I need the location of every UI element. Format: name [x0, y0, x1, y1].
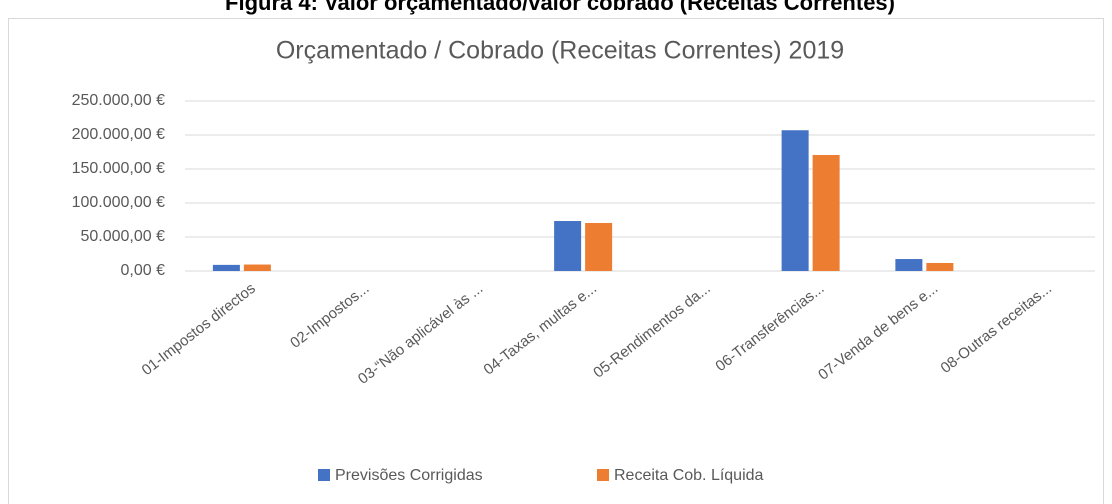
y-tick-label: 150.000,00 €	[72, 160, 166, 177]
chart-title: Orçamentado / Cobrado (Receitas Corrente…	[276, 37, 844, 65]
bar	[812, 154, 840, 271]
bar	[895, 259, 923, 271]
y-tick-label: 250.000,00 €	[72, 92, 166, 109]
bar	[554, 221, 582, 271]
y-tick-label: 0,00 €	[121, 262, 166, 279]
legend-swatch	[597, 469, 609, 481]
bar	[926, 262, 954, 271]
bar	[212, 264, 240, 271]
bar	[585, 222, 613, 271]
legend-label: Previsões Corrigidas	[335, 467, 483, 484]
y-tick-label: 50.000,00 €	[80, 228, 165, 245]
y-tick-label: 100.000,00 €	[72, 194, 166, 211]
bar	[243, 264, 271, 271]
legend-label: Receita Cob. Líquida	[614, 467, 764, 484]
legend-swatch	[318, 469, 330, 481]
figure-heading: Figura 4: Valor orçamentado/valor cobrad…	[225, 0, 895, 15]
bar	[781, 130, 809, 271]
y-tick-label: 200.000,00 €	[72, 126, 166, 143]
